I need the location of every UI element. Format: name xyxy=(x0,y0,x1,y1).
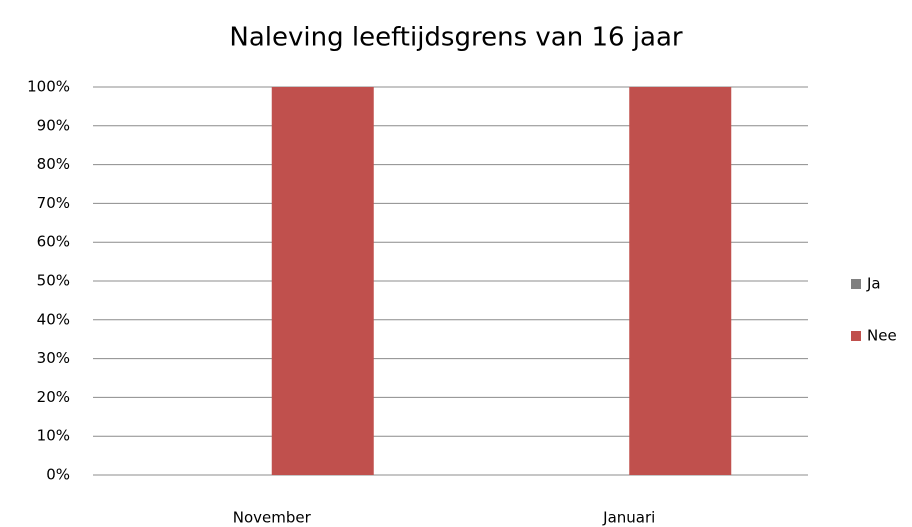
legend-swatch xyxy=(851,279,861,289)
y-tick-label: 100% xyxy=(27,78,70,96)
legend-label: Ja xyxy=(866,275,881,293)
y-tick-label: 50% xyxy=(37,272,70,290)
y-tick-label: 20% xyxy=(37,388,70,406)
bar xyxy=(271,87,374,475)
y-tick-label: 60% xyxy=(37,233,70,251)
y-tick-label: 10% xyxy=(37,427,70,445)
y-tick-label: 0% xyxy=(46,466,70,484)
y-tick-label: 90% xyxy=(37,116,70,134)
legend-label: Nee xyxy=(867,327,897,345)
bar xyxy=(629,87,732,475)
y-tick-label: 40% xyxy=(37,310,70,328)
x-tick-label: Januari xyxy=(602,509,655,527)
legend-swatch xyxy=(851,331,861,341)
x-tick-label: November xyxy=(233,509,312,527)
chart-title: Naleving leeftijdsgrens van 16 jaar xyxy=(229,23,682,53)
y-tick-label: 30% xyxy=(37,349,70,367)
y-tick-label: 80% xyxy=(37,155,70,173)
y-tick-label: 70% xyxy=(37,194,70,212)
